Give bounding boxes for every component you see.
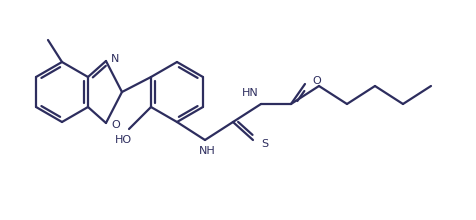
Text: O: O — [111, 120, 120, 130]
Text: HO: HO — [114, 135, 131, 145]
Text: O: O — [312, 76, 321, 86]
Text: HN: HN — [242, 88, 259, 98]
Text: NH: NH — [198, 146, 215, 156]
Text: S: S — [261, 139, 268, 149]
Text: N: N — [111, 54, 119, 64]
